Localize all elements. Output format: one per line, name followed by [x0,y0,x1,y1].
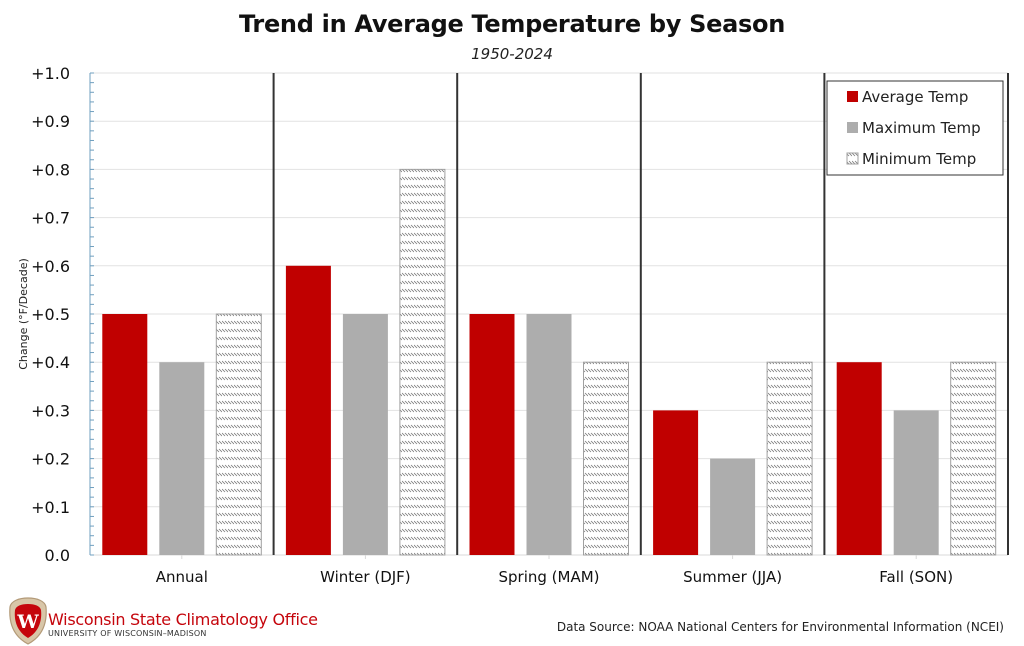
x-category-labels: Annual Winter (DJF) Spring (MAM) Summer (JJ… [156,568,953,586]
legend-swatch [847,122,858,133]
legend-label: Maximum Temp [862,119,981,137]
bar-chart: 0.0 +0.1 +0.2 +0.3 +0.4 +0.5 +0.6 +0.7 +0.8 +0.9 +… [17,64,1009,586]
y-tick-label: +0.5 [31,305,70,324]
bar-maximum-temp [526,314,572,555]
x-category-label: Annual [156,568,208,586]
bar-average-temp [102,314,148,555]
x-category-label: Summer (JJA) [683,568,782,586]
y-tick-label: +1.0 [31,64,70,83]
legend-label: Minimum Temp [862,150,976,168]
y-tick-label: +0.7 [31,209,70,228]
org-name: Wisconsin State Climatology Office [48,610,318,629]
x-category-label: Winter (DJF) [320,568,411,586]
bar-maximum-temp [710,458,756,555]
bar-minimum-temp [399,168,446,556]
bar-minimum-temp [950,361,997,556]
bar-maximum-temp [893,410,939,555]
y-tick-labels: 0.0 +0.1 +0.2 +0.3 +0.4 +0.5 +0.6 +0.7 +0.8 +0.9 +… [31,64,70,565]
y-axis [89,72,94,556]
y-axis-label: Change (°F/Decade) [17,258,30,370]
chart-title: Trend in Average Temperature by Season [238,10,785,38]
bar-minimum-temp [766,361,813,556]
bar-maximum-temp [159,362,205,555]
chart-subtitle: 1950-2024 [471,45,553,63]
logo-letter: W [16,611,39,633]
bar-average-temp [653,410,699,555]
y-tick-label: +0.3 [31,401,70,420]
y-tick-label: +0.9 [31,112,70,131]
bars [102,168,997,556]
legend-swatch [846,152,859,165]
legend: Average Temp Maximum Temp Minimum Temp [826,80,1004,176]
bar-average-temp [285,265,331,555]
y-tick-label: 0.0 [45,546,70,565]
x-category-label: Fall (SON) [879,568,953,586]
legend-label: Average Temp [862,88,968,106]
uw-crest-logo: W [9,597,47,645]
bar-minimum-temp [583,361,629,556]
x-category-label: Spring (MAM) [498,568,599,586]
y-tick-label: +0.4 [31,353,70,372]
bar-maximum-temp [342,314,388,555]
y-tick-label: +0.8 [31,160,70,179]
bar-average-temp [469,314,515,555]
bar-average-temp [836,362,882,555]
y-tick-label: +0.6 [31,257,70,276]
group-separators [272,73,1009,555]
legend-swatch [847,91,858,102]
data-source: Data Source: NOAA National Centers for E… [556,620,1004,634]
y-tick-label: +0.2 [31,450,70,469]
bar-minimum-temp [215,313,262,556]
org-subtitle: UNIVERSITY OF WISCONSIN–MADISON [48,629,207,638]
y-tick-label: +0.1 [31,498,70,517]
